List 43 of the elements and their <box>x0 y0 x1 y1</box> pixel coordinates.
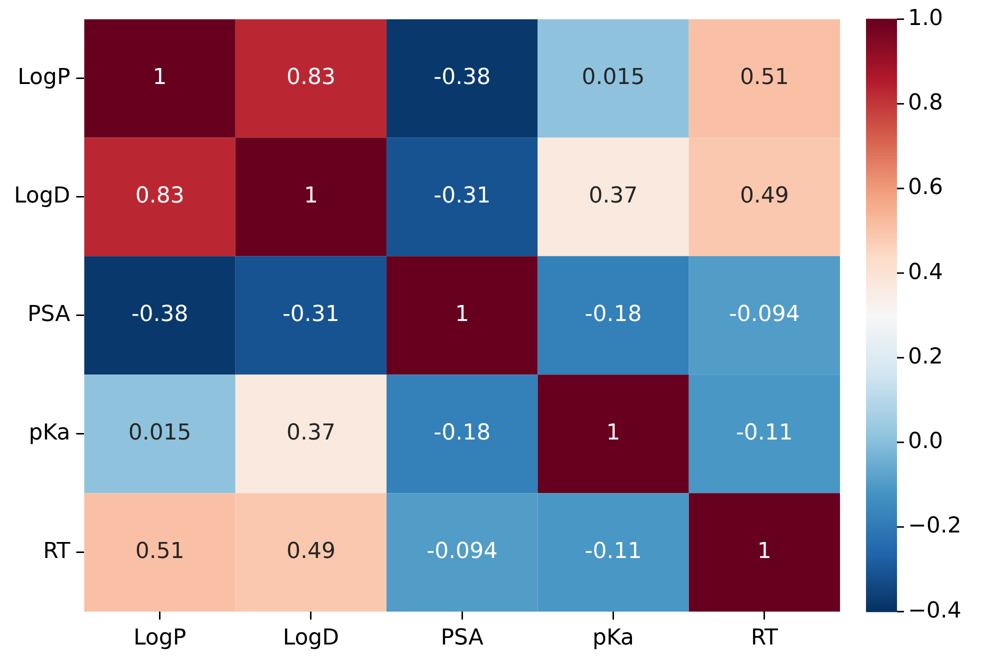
color-bar-label: 1.0 <box>908 6 943 31</box>
data-label: 0.37 <box>588 184 638 209</box>
color-bar-label: 0.2 <box>908 344 943 370</box>
data-label: -0.18 <box>434 420 491 446</box>
color-bar-label: 0.4 <box>908 260 943 285</box>
data-label: 0.51 <box>740 65 789 90</box>
color-bar-label: 0.8 <box>908 90 943 116</box>
data-label: 0.49 <box>286 539 336 564</box>
data-label: -0.31 <box>434 184 491 209</box>
color-bar-label: −0.4 <box>908 598 962 624</box>
data-label: 0.83 <box>135 184 184 209</box>
x-tick-label: RT <box>750 626 779 651</box>
x-tick-label: PSA <box>440 626 484 651</box>
color-bar-label: 0.0 <box>908 429 943 454</box>
data-label: 0.83 <box>286 65 336 90</box>
x-tick-label: LogD <box>282 626 340 651</box>
data-label: 0.51 <box>135 539 184 564</box>
data-label: -0.11 <box>736 420 793 446</box>
x-tick-label: LogP <box>134 626 186 651</box>
data-label: 0.49 <box>740 184 789 209</box>
data-label: -0.094 <box>426 539 498 564</box>
y-tick-label: pKa <box>28 420 70 446</box>
data-label: -0.094 <box>728 302 800 328</box>
y-tick-label: PSA <box>28 302 70 328</box>
data-label: 1 <box>455 302 470 328</box>
data-label: -0.38 <box>131 302 188 328</box>
y-tick-label: RT <box>43 539 71 564</box>
data-label: 0.015 <box>128 420 192 446</box>
data-label: 1 <box>152 65 167 90</box>
color-bar-label: 0.6 <box>908 175 943 200</box>
data-label: -0.38 <box>434 65 491 90</box>
data-label: 0.015 <box>582 65 645 90</box>
x-tick-label: pKa <box>592 626 634 651</box>
data-label: -0.11 <box>584 539 642 564</box>
y-tick-label: LogD <box>14 184 70 209</box>
data-label: -0.18 <box>584 302 642 328</box>
y-tick-label: LogP <box>18 65 70 90</box>
color-bar-label: −0.2 <box>908 514 962 539</box>
data-label: 0.37 <box>286 420 336 446</box>
data-label: -0.31 <box>282 302 340 328</box>
data-label: 1 <box>606 420 620 446</box>
data-label: 1 <box>304 184 318 209</box>
data-label: 1 <box>757 539 772 564</box>
